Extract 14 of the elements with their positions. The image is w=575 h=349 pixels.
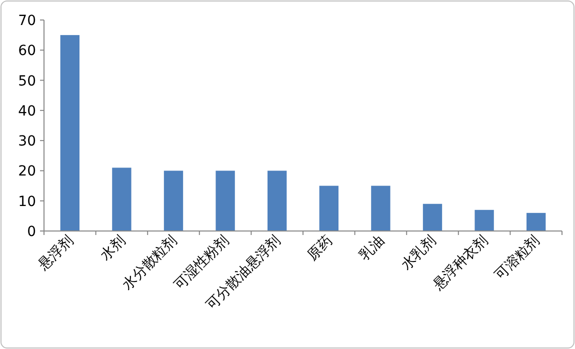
y-tick-label: 10 [18,194,36,210]
x-tick-label: 水乳剂 [398,232,440,274]
y-tick-label: 0 [27,224,36,240]
x-tick-label: 原药 [304,232,336,264]
x-tick-label: 乳油 [356,232,388,264]
y-tick-label: 20 [18,164,36,180]
x-tick-label: 可溶粒剂 [492,232,543,284]
y-tick-label: 50 [18,73,36,90]
y-tick-label: 30 [18,134,36,150]
y-tick-label: 40 [18,103,36,120]
x-tick-label: 水剂 [97,232,129,264]
y-tick-label: 70 [18,13,36,29]
x-tick-label: 悬浮剂 [35,232,77,274]
y-tick-label: 60 [18,43,36,60]
